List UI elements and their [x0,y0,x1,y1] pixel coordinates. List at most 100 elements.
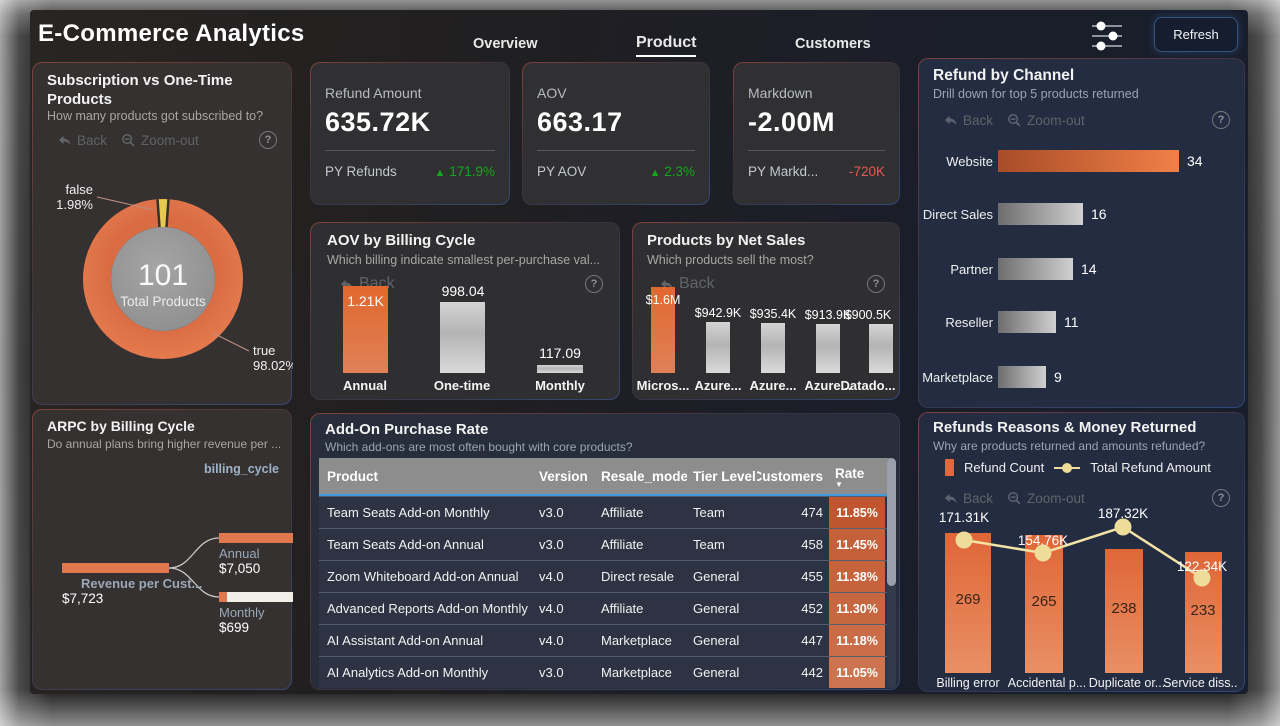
refund-channel-panel: Refund by Channel Drill down for top 5 p… [918,58,1245,408]
tree-bar-annual[interactable] [219,533,293,543]
help-icon[interactable]: ? [585,275,603,293]
panel-subtitle: Which billing indicate smallest per-purc… [327,253,601,267]
reason-bar-duplicate[interactable] [1105,549,1143,673]
help-icon[interactable]: ? [1212,111,1230,129]
bar-value: $1.6M [645,293,681,307]
sliders-icon[interactable] [1088,18,1126,54]
channel-bar-partner[interactable] [998,258,1073,280]
panel-title: Products by Net Sales [647,232,806,249]
zoom-out-icon [1008,491,1021,505]
category-label: Azure... [694,378,742,393]
channel-value: 16 [1091,206,1107,222]
divider [325,150,495,151]
legend-label[interactable]: Total Refund Amount [1090,460,1211,475]
tab-overview[interactable]: Overview [473,36,538,52]
combo-chart: 269 265 238 233 171.31K 154.76K 187.32K … [936,506,1238,690]
channel-bar-marketplace[interactable] [998,366,1046,388]
table-scrollbar-track[interactable] [887,458,896,688]
legend-label[interactable]: Refund Count [964,460,1045,475]
table-row[interactable]: AI Assistant Add-on Annual v4.0 Marketpl… [319,624,891,656]
reason-bar-billing-error[interactable] [945,533,991,673]
help-icon[interactable]: ? [867,275,885,293]
channel-label: Website [946,154,993,169]
help-icon[interactable]: ? [259,131,277,149]
table-row[interactable]: Team Seats Add-on Annual v3.0 Affiliate … [319,528,891,560]
reason-bar-value: 265 [1031,593,1056,610]
donut-chart: 101 Total Products false 1.98% true 98.0… [56,182,293,373]
reason-bar-value: 233 [1190,602,1215,619]
line-point[interactable] [1114,518,1132,536]
table-scrollbar-thumb[interactable] [887,458,896,586]
kpi-refund-amount: Refund Amount 635.72K PY Refunds ▲ 171.9… [310,62,510,205]
back-button[interactable]: Back [943,113,993,128]
channel-bar-website[interactable] [998,150,1179,172]
kpi-markdown: Markdown -2.00M PY Markd... -720K [733,62,900,205]
back-button[interactable]: Back [943,491,993,506]
tree-field-label[interactable]: billing_cycle [203,462,279,476]
bar-azure-3[interactable] [816,324,840,373]
bar-value: $935.4K [749,307,797,321]
col-header-customers[interactable]: Customers [757,468,823,484]
back-button[interactable]: Back [659,275,715,293]
sort-desc-icon: ▼ [835,480,843,489]
page-title: E-Commerce Analytics [38,20,305,47]
kpi-label: AOV [537,85,567,101]
bar-value: 998.04 [441,283,485,299]
bar-monthly[interactable] [537,365,583,373]
panel-title: Add-On Purchase Rate [325,421,489,438]
channel-label: Reseller [945,315,993,330]
tree-connectors [168,537,220,598]
back-icon [944,493,957,503]
panel-subtitle: Why are products returned and amounts re… [933,439,1206,453]
line-point[interactable] [955,531,973,549]
zoom-out-icon [1008,113,1021,127]
bar-annual[interactable] [343,286,388,373]
bar-datadog[interactable] [869,324,893,373]
bar-microsoft[interactable] [651,287,675,373]
tree-bar-monthly[interactable] [219,592,293,602]
table-row[interactable]: Team Seats Add-on Monthly v3.0 Affiliate… [319,496,891,528]
back-icon [944,115,957,125]
channel-bar-direct-sales[interactable] [998,203,1083,225]
divider [537,150,695,151]
kpi-label: Markdown [748,85,813,101]
kpi-label: Refund Amount [325,85,422,101]
bar-value: $942.9K [694,306,742,320]
zoom-out-button[interactable]: Zoom-out [121,133,199,148]
table-row[interactable]: Advanced Reports Add-on Monthly v4.0 Aff… [319,592,891,624]
aov-billing-panel: AOV by Billing Cycle Which billing indic… [310,222,620,400]
col-header-version[interactable]: Version [539,468,588,484]
tab-product[interactable]: Product [636,34,697,57]
col-header-rate[interactable]: Rate ▼ [835,466,865,489]
table-row[interactable]: AI Analytics Add-on Monthly v3.0 Marketp… [319,656,891,688]
col-header-tier-level[interactable]: Tier Level [693,468,756,484]
tree-root-bar[interactable] [62,563,169,573]
refresh-button[interactable]: Refresh [1154,17,1238,52]
panel-title: ARPC by Billing Cycle [47,418,195,434]
tree-root-label: Revenue per Cust... [81,576,203,591]
category-label: Service diss... [1163,676,1238,690]
line-point[interactable] [1034,544,1052,562]
reason-bar-value: 269 [955,591,980,608]
refund-reasons-panel: Refunds Reasons & Money Returned Why are… [918,412,1245,692]
help-icon[interactable]: ? [1212,489,1230,507]
channel-value: 14 [1081,261,1097,277]
col-header-product[interactable]: Product [327,468,379,484]
tree-root-value: $7,723 [62,591,104,606]
table-row[interactable]: Zoom Whiteboard Add-on Annual v4.0 Direc… [319,560,891,592]
col-header-resale-model[interactable]: Resale_model [601,468,687,484]
bar-azure-1[interactable] [706,322,730,373]
category-label: Billing error [936,676,999,690]
zoom-out-button[interactable]: Zoom-out [1007,113,1085,128]
tab-customers[interactable]: Customers [795,36,871,52]
zoom-out-button[interactable]: Zoom-out [1007,491,1085,506]
bar-azure-2[interactable] [761,323,785,373]
back-button[interactable]: Back [57,133,107,148]
panel-title: Refunds Reasons & Money Returned [933,419,1197,436]
category-label: One-time [433,378,491,393]
kpi-footer-label: PY Refunds [325,164,397,179]
line-point[interactable] [1193,569,1211,587]
category-label: Annual [342,378,388,393]
channel-bar-reseller[interactable] [998,311,1056,333]
bar-one-time[interactable] [440,302,485,373]
